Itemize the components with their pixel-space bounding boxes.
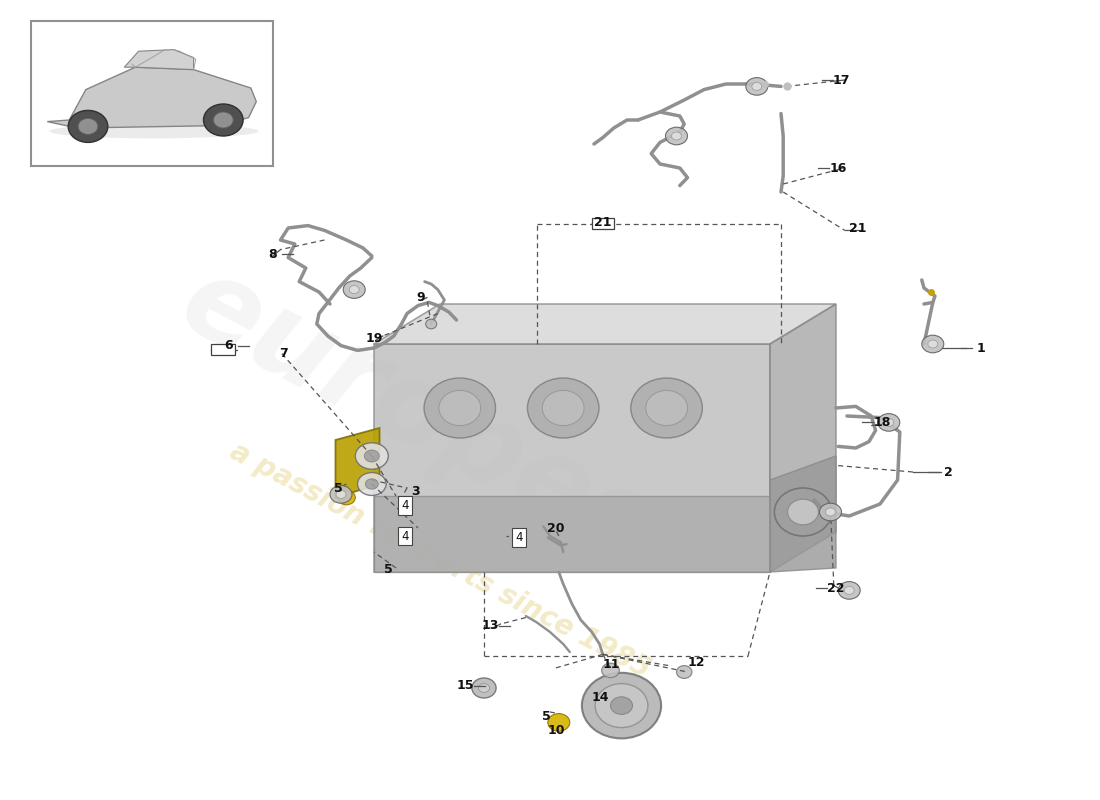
Ellipse shape	[78, 118, 98, 134]
Ellipse shape	[365, 478, 378, 489]
Polygon shape	[770, 456, 836, 572]
Text: 6: 6	[224, 339, 233, 352]
Polygon shape	[374, 344, 770, 572]
Text: 12: 12	[688, 656, 705, 669]
Ellipse shape	[788, 499, 818, 525]
Ellipse shape	[330, 486, 352, 503]
Text: 2: 2	[944, 466, 953, 478]
Ellipse shape	[927, 340, 937, 348]
Text: 15: 15	[456, 679, 474, 692]
Ellipse shape	[472, 678, 496, 698]
Ellipse shape	[751, 82, 761, 90]
Text: 11: 11	[603, 658, 620, 670]
Bar	[592, 218, 614, 229]
Text: 5: 5	[334, 482, 343, 494]
Text: 4: 4	[402, 530, 408, 542]
Text: 21: 21	[849, 222, 867, 235]
Text: 9: 9	[416, 291, 425, 304]
Ellipse shape	[336, 490, 345, 498]
Ellipse shape	[671, 132, 682, 140]
Ellipse shape	[50, 124, 258, 138]
Text: 21: 21	[594, 216, 612, 229]
Ellipse shape	[922, 335, 944, 353]
Ellipse shape	[548, 714, 570, 731]
Text: 10: 10	[548, 724, 565, 737]
Text: 18: 18	[873, 416, 891, 429]
Text: 17: 17	[833, 74, 850, 86]
Ellipse shape	[439, 390, 481, 426]
Ellipse shape	[666, 127, 688, 145]
Text: europes: europes	[163, 245, 673, 587]
Ellipse shape	[68, 110, 108, 142]
Ellipse shape	[478, 683, 490, 692]
Ellipse shape	[350, 286, 359, 294]
Text: 13: 13	[482, 619, 499, 632]
Ellipse shape	[676, 666, 692, 678]
Ellipse shape	[424, 378, 495, 438]
Polygon shape	[336, 428, 380, 498]
Ellipse shape	[364, 450, 380, 462]
Ellipse shape	[355, 443, 388, 469]
Ellipse shape	[602, 663, 619, 678]
Ellipse shape	[426, 319, 437, 329]
Text: 5: 5	[384, 563, 393, 576]
Text: 1: 1	[977, 342, 986, 354]
Ellipse shape	[884, 418, 894, 426]
Text: 22: 22	[827, 582, 845, 594]
Bar	[211, 344, 235, 355]
Polygon shape	[770, 304, 836, 572]
Ellipse shape	[746, 78, 768, 95]
Ellipse shape	[845, 586, 855, 594]
Ellipse shape	[528, 378, 600, 438]
Ellipse shape	[631, 378, 703, 438]
Ellipse shape	[878, 414, 900, 431]
Polygon shape	[47, 67, 256, 128]
Polygon shape	[374, 304, 836, 344]
Bar	[31, 21, 273, 166]
Polygon shape	[374, 496, 770, 572]
Polygon shape	[124, 50, 194, 70]
Ellipse shape	[338, 490, 355, 505]
Text: 4: 4	[516, 531, 522, 544]
Ellipse shape	[646, 390, 688, 426]
Text: 14: 14	[592, 691, 609, 704]
Ellipse shape	[774, 488, 832, 536]
Ellipse shape	[358, 473, 386, 495]
Ellipse shape	[204, 104, 243, 136]
Text: 19: 19	[365, 332, 383, 345]
Text: 7: 7	[279, 347, 288, 360]
Ellipse shape	[343, 281, 365, 298]
Text: 4: 4	[402, 499, 408, 512]
Text: 8: 8	[268, 248, 277, 261]
Ellipse shape	[820, 503, 842, 521]
Ellipse shape	[838, 582, 860, 599]
Ellipse shape	[595, 683, 648, 728]
Text: 20: 20	[547, 522, 564, 534]
Ellipse shape	[610, 697, 632, 714]
Text: 5: 5	[542, 710, 551, 722]
Text: a passion for parts since 1985: a passion for parts since 1985	[226, 437, 654, 683]
Text: 16: 16	[829, 162, 847, 174]
Ellipse shape	[582, 673, 661, 738]
Text: 3: 3	[411, 485, 420, 498]
Ellipse shape	[213, 112, 233, 128]
Ellipse shape	[825, 508, 836, 516]
Ellipse shape	[542, 390, 584, 426]
